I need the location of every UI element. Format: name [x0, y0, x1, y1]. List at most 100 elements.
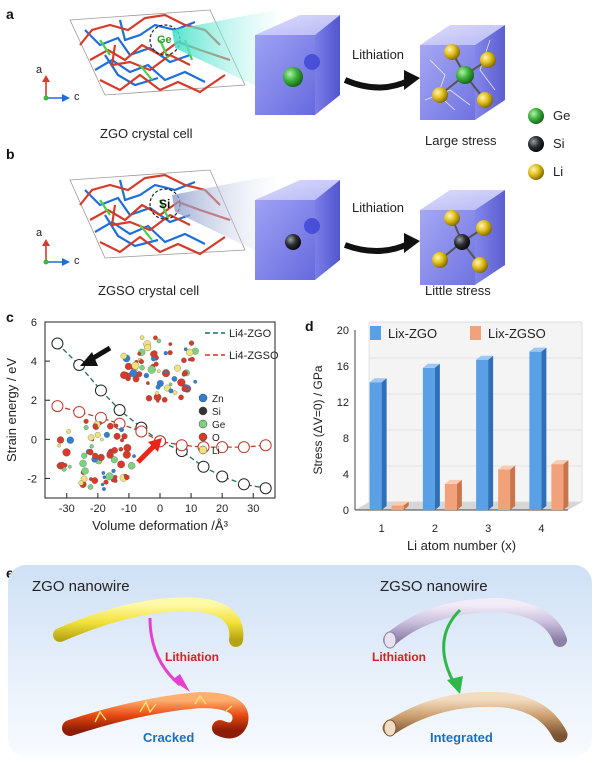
integrated-label: Integrated	[430, 730, 493, 745]
legend-ge-icon	[528, 108, 544, 124]
bar-zgso-top	[444, 479, 462, 484]
y-tick-label-d: 16	[337, 361, 349, 373]
chart-d-ylabel: Stress (ΔV=0) / GPa	[311, 365, 325, 474]
lithiation-label-zgso: Lithiation	[372, 650, 426, 664]
legend-label-d: Lix-ZGO	[388, 326, 437, 341]
inset-atom	[81, 452, 88, 459]
inset-atom	[119, 427, 124, 433]
bar-zgso-side	[456, 479, 462, 510]
inset-atom	[181, 385, 188, 392]
x-tick-label-c: 30	[247, 503, 259, 515]
inset-atom	[78, 480, 84, 486]
bar-zgo	[369, 382, 382, 510]
inset-legend-label: Si	[212, 407, 221, 418]
inset-atom	[183, 347, 188, 352]
bar-zgo-side	[381, 378, 387, 510]
inset-legend-ge-icon	[198, 419, 208, 429]
cracked-label: Cracked	[143, 730, 195, 745]
data-point-zgso	[135, 425, 148, 438]
inset-atom	[174, 364, 181, 372]
inset-atom	[155, 384, 161, 390]
inset-atom	[79, 459, 87, 468]
panel-c-letter: c	[6, 309, 14, 325]
inset-atom	[103, 479, 109, 485]
si-atom-label: Si	[159, 197, 171, 211]
inset-atom	[56, 436, 65, 444]
x-tick-label-d: 4	[538, 523, 544, 535]
data-point-zgso	[216, 441, 229, 454]
y-tick-label-c: 0	[31, 434, 37, 446]
inset-atom	[153, 361, 159, 367]
inset-legend-label: Ge	[212, 420, 226, 431]
inset-legend-li-icon	[198, 445, 208, 455]
ge-atom-label: Ge	[157, 34, 172, 46]
inset-atom	[156, 338, 162, 344]
inset-atom	[144, 344, 152, 352]
legend-swatch-d	[370, 326, 381, 340]
data-point-zgo	[197, 460, 210, 473]
zgso-nanowire-title: ZGSO nanowire	[380, 578, 488, 595]
bar-zgo-side	[541, 347, 547, 510]
inset-atom	[182, 370, 188, 376]
inset-atom	[146, 381, 150, 385]
bar-zgso	[498, 469, 511, 510]
bar-zgso-top	[391, 501, 409, 506]
bar-zgso-side	[563, 460, 569, 510]
bar-zgso	[391, 505, 404, 510]
zgo-cube-after	[420, 25, 505, 120]
bar-zgso-top	[498, 465, 516, 470]
inset-atom	[87, 484, 94, 490]
x-tick-label-c: -10	[121, 503, 137, 515]
bar-zgo-side	[434, 363, 440, 510]
axes-a-icon	[42, 75, 70, 102]
zgo-nanowire	[53, 597, 244, 647]
bar-zgo-top	[476, 355, 494, 360]
bar-zgso-top	[551, 460, 569, 465]
inset-atom	[87, 448, 94, 456]
large-stress-caption: Large stress	[425, 133, 497, 148]
inset-atom	[156, 369, 161, 374]
inset-atom	[120, 371, 128, 380]
axis-c-label: c	[74, 91, 80, 103]
inset-atom	[87, 434, 95, 441]
data-point-zgso	[73, 405, 86, 418]
inset-arrow-top-head	[80, 352, 98, 366]
inset-atom	[168, 342, 173, 347]
series-line-zgo	[56, 343, 266, 489]
cracked-nanowire	[62, 691, 249, 739]
inset-atom	[163, 351, 168, 356]
inset-atom	[103, 431, 110, 438]
bar-zgo-side	[488, 355, 494, 510]
inset-atom	[168, 382, 173, 387]
legend-li-label: Li	[553, 164, 564, 179]
zgso-cell-caption: ZGSO crystal cell	[98, 283, 200, 298]
axis-a-label-b: a	[36, 227, 43, 239]
inset-atom	[193, 379, 198, 384]
inset-atom	[56, 463, 61, 468]
bar-zgo	[529, 351, 542, 510]
x-tick-label-c: 0	[157, 503, 163, 515]
inset-atom	[62, 448, 71, 457]
data-point-zgso	[51, 400, 64, 413]
data-point-zgo	[94, 384, 107, 397]
inset-atom	[81, 467, 89, 475]
inset-atom	[111, 447, 118, 454]
y-tick-label-c: 4	[31, 356, 37, 368]
panel-a-graphics	[42, 9, 544, 285]
inset-atom	[107, 422, 114, 430]
inset-atom	[118, 446, 124, 452]
inset-atom	[83, 425, 89, 431]
inset-atom	[117, 460, 125, 469]
inset-atom	[189, 356, 195, 362]
y-tick-label-c: -2	[27, 473, 37, 485]
inset-atom	[168, 388, 174, 394]
y-tick-label-d: 0	[343, 505, 349, 517]
x-tick-label-c: 20	[216, 503, 228, 515]
inset-atom	[137, 351, 142, 356]
inset-arrow-bottom	[136, 443, 157, 464]
panel-a-letter: a	[6, 6, 14, 22]
zgso-cube-after	[420, 190, 505, 285]
inset-atom	[154, 391, 159, 396]
